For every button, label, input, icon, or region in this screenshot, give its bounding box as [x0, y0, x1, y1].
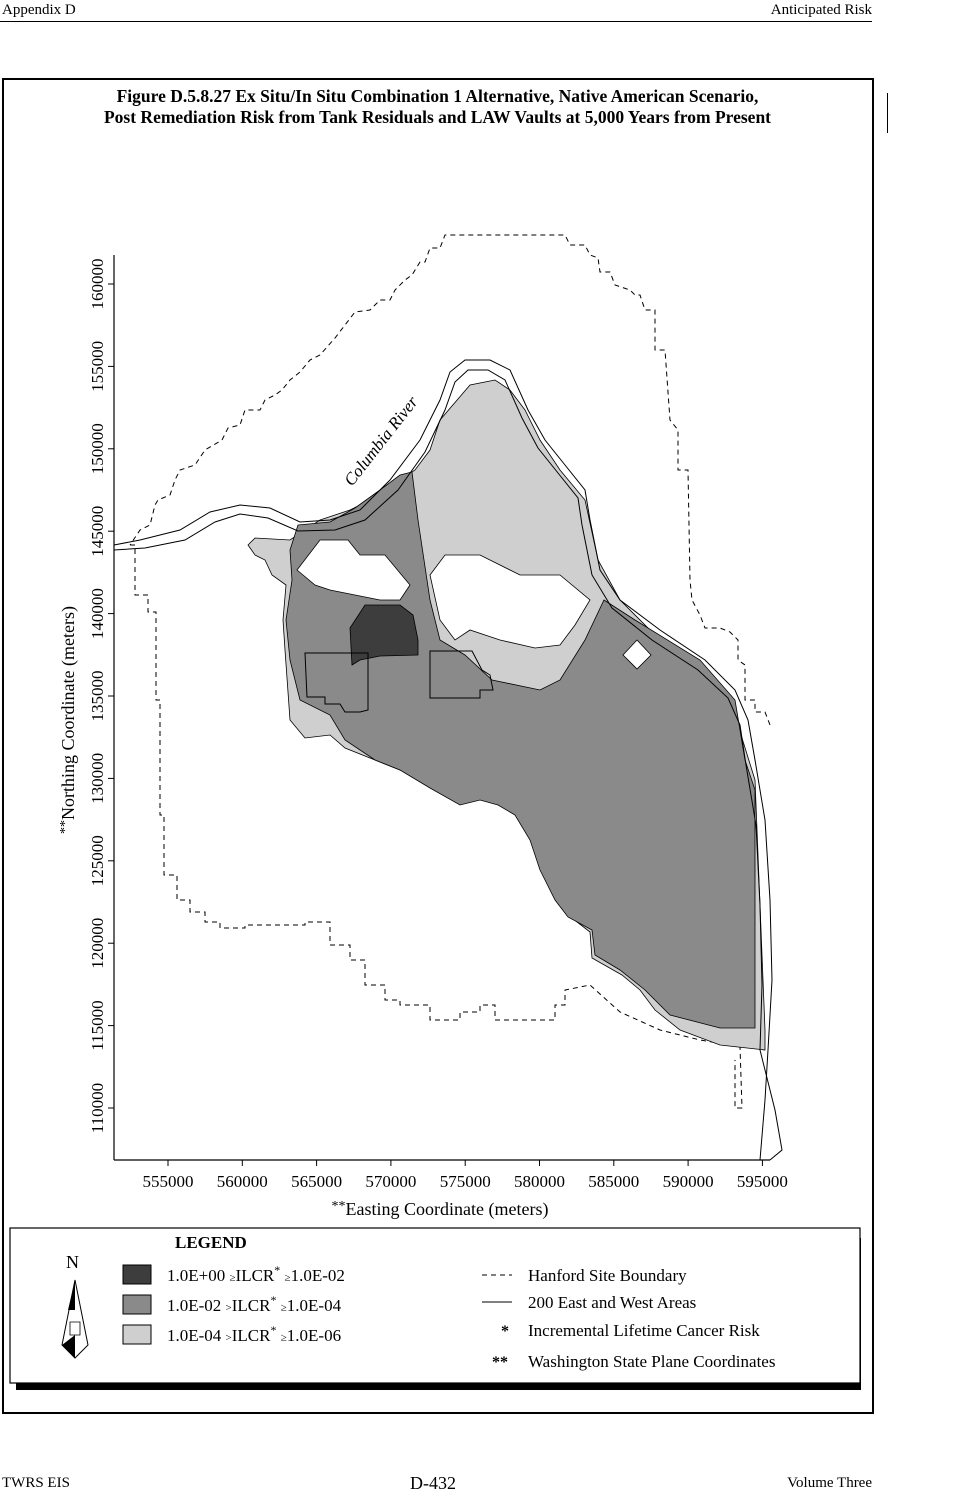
y-tick-label: 140000 — [88, 588, 107, 639]
y-tick-label: 110000 — [88, 1083, 107, 1133]
y-tick-label: 150000 — [88, 423, 107, 474]
x-tick-label: 580000 — [514, 1172, 565, 1191]
x-tick-label: 565000 — [291, 1172, 342, 1191]
legend-box — [9, 1227, 861, 1384]
header-right: Anticipated Risk — [770, 2, 872, 18]
y-tick-label: 115000 — [88, 1000, 107, 1050]
y-axis-label: **Northing Coordinate (meters) — [58, 606, 79, 834]
legend-swatch-mid — [122, 1294, 152, 1315]
y-tick-label: 120000 — [88, 918, 107, 969]
cutout-200-east — [429, 554, 591, 649]
x-tick-label: 560000 — [217, 1172, 268, 1191]
columbia-river-bank-2 — [113, 369, 783, 1161]
y-axis-prefix: ** — [58, 820, 73, 834]
legend-swatch-high — [122, 1264, 152, 1285]
x-tick-label: 570000 — [365, 1172, 416, 1191]
legend-key-site-boundary: Hanford Site Boundary — [528, 1266, 687, 1285]
y-tick-label: 130000 — [88, 753, 107, 804]
change-bar — [887, 93, 888, 133]
y-tick-label: 135000 — [88, 671, 107, 722]
x-tick-label: 585000 — [588, 1172, 639, 1191]
y-tick-label: 145000 — [88, 506, 107, 557]
legend-key-coords: Washington State Plane Coordinates — [528, 1352, 775, 1371]
area-200-east — [429, 650, 494, 699]
axis-ticks: 555000 560000 565000 570000 575000 580000 5850… — [88, 259, 788, 1192]
legend-item-mid-text: 1.0E-02 >ILCR* ≥1.0E-04 — [167, 1293, 342, 1315]
legend-key-star: * — [501, 1323, 509, 1340]
y-tick-label: 125000 — [88, 835, 107, 886]
footer-left: TWRS EIS — [2, 1475, 70, 1491]
x-axis-text: Easting Coordinate (meters) — [346, 1199, 549, 1220]
legend-key-200-areas: 200 East and West Areas — [528, 1293, 696, 1312]
figure-title-line2: Post Remediation Risk from Tank Residual… — [103, 107, 772, 127]
cutout-200-west-upper — [296, 539, 411, 601]
cutout-diamond — [622, 639, 652, 670]
footer-page-number: D-432 — [410, 1473, 456, 1493]
legend-item-high: 1.0E+00 ≥ILCR* ≥1.0E-02 — [167, 1263, 345, 1285]
legend-key-double-star: ** — [492, 1354, 508, 1371]
x-tick-label: 595000 — [737, 1172, 788, 1191]
legend-swatch-low — [122, 1324, 152, 1345]
figure-title: Figure D.5.8.27 Ex Situ/In Situ Combinat… — [30, 86, 845, 128]
x-axis-prefix: ** — [332, 1199, 346, 1214]
area-200-west — [304, 652, 369, 713]
header-left: Appendix D — [2, 2, 76, 18]
columbia-river-bank-1 — [113, 359, 773, 1161]
north-symbol: N — [66, 1252, 79, 1272]
y-tick-label: 155000 — [88, 341, 107, 392]
legend-key-ilcr: Incremental Lifetime Cancer Risk — [528, 1321, 760, 1340]
y-axis-text: Northing Coordinate (meters) — [58, 606, 79, 820]
x-tick-label: 555000 — [143, 1172, 194, 1191]
legend-item-high-text: 1.0E+00 ≥ILCR* ≥1.0E-02 — [167, 1263, 345, 1285]
legend-item-low-text: 1.0E-04 >ILCR* ≥1.0E-06 — [167, 1323, 341, 1345]
figure-frame — [2, 78, 874, 1414]
north-arrow-icon — [61, 1279, 89, 1359]
x-tick-label: 575000 — [440, 1172, 491, 1191]
header-rule — [0, 21, 872, 22]
risk-zone-high — [349, 604, 419, 666]
legend-item-mid: 1.0E-02 >ILCR* ≥1.0E-04 — [167, 1293, 342, 1315]
footer-right: Volume Three — [787, 1475, 872, 1491]
figure-title-line1: Figure D.5.8.27 Ex Situ/In Situ Combinat… — [116, 86, 759, 106]
legend-item-low: 1.0E-04 >ILCR* ≥1.0E-06 — [167, 1323, 341, 1345]
legend-title: LEGEND — [175, 1233, 247, 1252]
x-tick-label: 590000 — [663, 1172, 714, 1191]
x-axis-label: **Easting Coordinate (meters) — [332, 1199, 549, 1220]
y-tick-label: 160000 — [88, 259, 107, 310]
